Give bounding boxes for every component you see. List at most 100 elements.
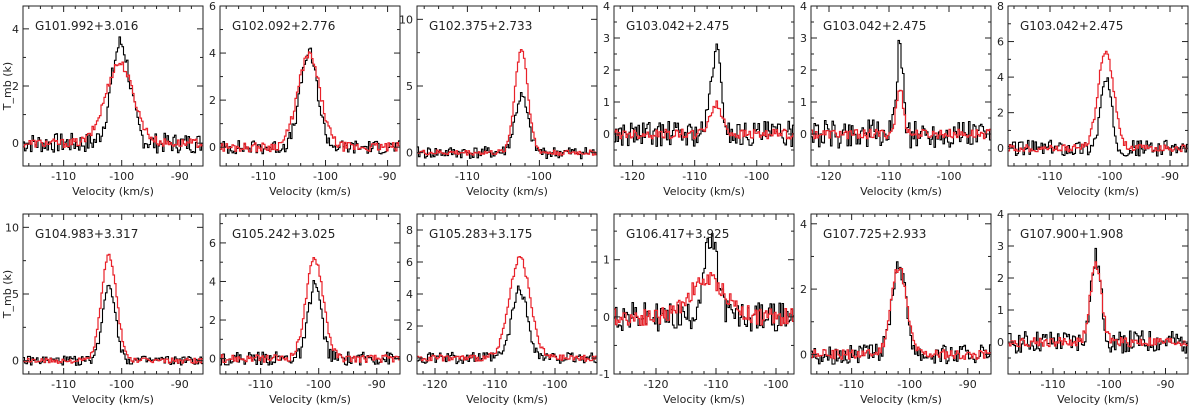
x-tick-label: -110 — [248, 378, 273, 391]
y-tick-label: 2 — [209, 314, 216, 327]
y-tick-label: 4 — [997, 208, 1004, 221]
x-axis-label: Velocity (km/s) — [663, 185, 745, 198]
spectrum-red-line — [1008, 50, 1188, 153]
x-axis-label: Velocity (km/s) — [860, 185, 942, 198]
x-tick-label: -120 — [644, 378, 669, 391]
y-tick-label: 0 — [603, 311, 610, 324]
source-name-label: G105.242+3.025 — [232, 227, 335, 241]
x-axis-label: Velocity (km/s) — [466, 393, 548, 406]
y-tick-label: 4 — [209, 47, 216, 60]
x-tick-label: -110 — [455, 170, 480, 183]
spectrum-black-line — [220, 280, 400, 366]
y-tick-label: 3 — [800, 32, 807, 45]
x-axis-label: Velocity (km/s) — [663, 393, 745, 406]
x-tick-label: -100 — [109, 378, 134, 391]
panel-7: -110 -100 -90 0 5 10 G104.983+3.317 Velocity (k… — [1, 213, 204, 406]
x-tick-label: -100 — [744, 170, 769, 183]
x-axis-label: Velocity (km/s) — [72, 393, 154, 406]
y-tick-label: 0 — [209, 141, 216, 154]
spectrum-black-line — [1008, 247, 1188, 354]
x-tick-label: -100 — [543, 378, 568, 391]
source-name-label: G104.983+3.317 — [35, 227, 138, 241]
x-tick-label: -100 — [109, 170, 134, 183]
panel-3: -110 -100 0 5 10 G102.375+2.733 Velocity (km/s… — [399, 5, 598, 198]
source-name-label: G105.283+3.175 — [429, 227, 532, 241]
spectrum-black-line — [23, 36, 203, 154]
x-tick-label: -90 — [1161, 170, 1179, 183]
x-tick-label: -110 — [682, 170, 707, 183]
y-tick-label: 5 — [12, 288, 19, 301]
y-tick-label: -1 — [599, 368, 610, 381]
spectrum-red-line — [614, 100, 794, 140]
panel-5: -120 -110 -100 0 1 2 3 4 G103.042+2.475 Velocity … — [800, 0, 992, 198]
x-tick-label: -100 — [764, 378, 789, 391]
panel-12: -110 -100 -90 0 1 2 3 4 G107.900+1.908 Velocity (… — [997, 208, 1189, 406]
y-tick-label: 0 — [406, 147, 413, 160]
y-tick-label: 0 — [800, 348, 807, 361]
y-tick-label: 4 — [800, 0, 807, 13]
y-tick-label: 2 — [12, 80, 19, 93]
spectrum-black-line — [614, 233, 794, 332]
spectrum-red-line — [220, 51, 400, 153]
y-tick-label: 6 — [997, 36, 1004, 49]
spectrum-red-line — [220, 257, 400, 363]
panel-6: -110 -100 -90 0 2 4 6 8 G103.042+2.475 Velocity (… — [997, 0, 1189, 198]
x-tick-label: -110 — [839, 378, 864, 391]
y-tick-label: 3 — [603, 32, 610, 45]
spectrum-red-line — [811, 267, 991, 360]
x-tick-label: -100 — [527, 170, 552, 183]
y-tick-label: 0 — [12, 355, 19, 368]
spectrum-black-line — [811, 39, 991, 149]
y-tick-label: 1 — [603, 96, 610, 109]
x-axis-label: Velocity (km/s) — [72, 185, 154, 198]
panel-11: -110 -100 -90 0 2 4 G107.725+2.933 Velocity (km… — [800, 213, 992, 406]
y-tick-label: 0 — [209, 353, 216, 366]
source-name-label: G103.042+2.475 — [626, 19, 729, 33]
panel-8: -110 -100 -90 0 2 4 6 G105.242+3.025 Velocity (k… — [209, 213, 401, 406]
y-tick-label: 0 — [603, 128, 610, 141]
spectrum-red-line — [1008, 261, 1188, 348]
y-tick-label: 2 — [603, 64, 610, 77]
y-tick-label: 10 — [399, 13, 413, 26]
x-axis-label: Velocity (km/s) — [466, 185, 548, 198]
x-tick-label: -110 — [1038, 170, 1063, 183]
x-tick-label: -90 — [368, 378, 386, 391]
y-tick-label: 2 — [997, 107, 1004, 120]
spectrum-red-line — [23, 61, 203, 148]
y-tick-label: 0 — [12, 137, 19, 150]
spectrum-red-line — [417, 256, 597, 362]
x-tick-label: -110 — [51, 170, 76, 183]
x-tick-label: -110 — [51, 378, 76, 391]
y-tick-label: 0 — [997, 336, 1004, 349]
source-name-label: G102.375+2.733 — [429, 19, 532, 33]
x-tick-label: -90 — [171, 170, 189, 183]
y-tick-label: 4 — [800, 218, 807, 231]
y-tick-label: 6 — [406, 256, 413, 269]
source-name-label: G101.992+3.016 — [35, 19, 138, 33]
x-tick-label: -110 — [877, 170, 902, 183]
spectrum-black-line — [1008, 77, 1188, 157]
spectrum-red-line — [23, 253, 203, 364]
x-axis-label: Velocity (km/s) — [860, 393, 942, 406]
x-tick-label: -110 — [483, 378, 508, 391]
panel-1: -110 -100 -90 0 2 4 G101.992+3.016 Velocity (km… — [1, 5, 204, 198]
source-name-label: G102.092+2.776 — [232, 19, 335, 33]
y-axis-label: T_mb (k) — [1, 270, 14, 319]
spectrum-black-line — [23, 284, 203, 366]
x-axis-label: Velocity (km/s) — [269, 185, 351, 198]
y-tick-label: 1 — [603, 254, 610, 267]
spectrum-red-line — [811, 89, 991, 140]
x-tick-label: -100 — [313, 170, 338, 183]
source-name-label: G106.417+3.925 — [626, 227, 729, 241]
spectrum-red-line — [614, 272, 794, 326]
spectrum-black-line — [417, 92, 597, 160]
x-tick-label: -90 — [959, 378, 977, 391]
y-tick-label: 4 — [997, 71, 1004, 84]
x-tick-label: -90 — [171, 378, 189, 391]
y-tick-label: 1 — [997, 304, 1004, 317]
y-tick-label: 1 — [800, 96, 807, 109]
y-tick-label: 5 — [406, 80, 413, 93]
spectrum-black-line — [220, 47, 400, 155]
x-axis-label: Velocity (km/s) — [1057, 393, 1139, 406]
